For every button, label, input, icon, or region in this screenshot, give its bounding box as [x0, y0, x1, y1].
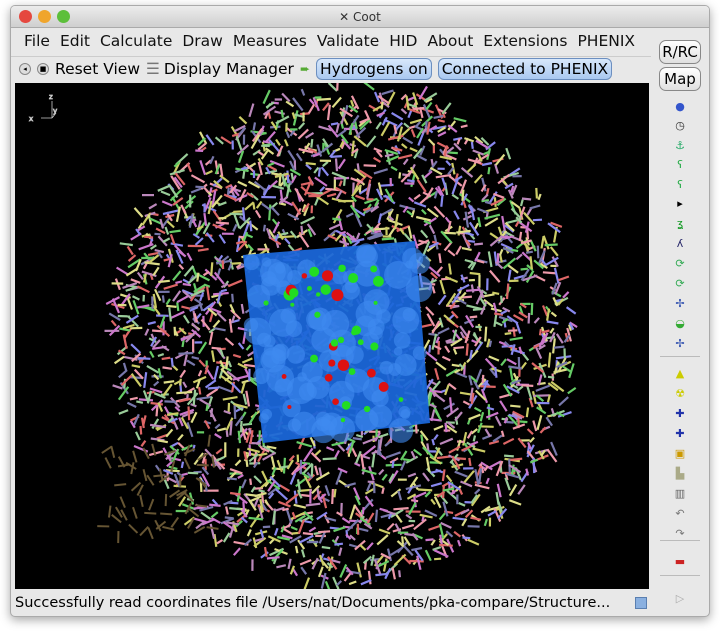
- menu-calculate[interactable]: Calculate: [99, 32, 173, 50]
- clock-icon[interactable]: ◷: [675, 119, 685, 132]
- torsion-icon[interactable]: ⚓: [675, 139, 685, 152]
- menu-extensions[interactable]: Extensions: [483, 32, 568, 50]
- menu-measures[interactable]: Measures: [232, 32, 307, 50]
- refine-icon[interactable]: ⟳: [675, 277, 685, 290]
- chain-icon[interactable]: ʎ: [676, 237, 684, 250]
- toolbar-separator: [660, 356, 700, 357]
- menu-validate[interactable]: Validate: [316, 32, 380, 50]
- add-terminal-icon[interactable]: ✚: [675, 407, 685, 420]
- radiation-icon[interactable]: ☢: [675, 387, 685, 400]
- regularize-icon[interactable]: ⟳: [675, 257, 685, 270]
- menu-bar: File Edit Calculate Draw Measures Valida…: [11, 28, 640, 54]
- map-button[interactable]: Map: [659, 67, 701, 91]
- back-icon[interactable]: ◂: [19, 62, 31, 75]
- toolbar: ◂ ■ Reset View ☰ Display Manager ➨ Hydrog…: [11, 56, 651, 80]
- menu-edit[interactable]: Edit: [59, 32, 90, 50]
- molecule-view[interactable]: x y z: [15, 77, 649, 591]
- display-manager-button[interactable]: ☰ Display Manager: [146, 59, 294, 78]
- play-icon[interactable]: ▷: [675, 592, 685, 605]
- rotamer-icon[interactable]: ʕ: [677, 158, 683, 171]
- pointer-icon[interactable]: ▣: [674, 447, 686, 460]
- backbone-icon[interactable]: ✢: [675, 297, 685, 310]
- rrc-button[interactable]: R/RC: [659, 40, 701, 64]
- more-arrow-icon[interactable]: ▸: [677, 197, 683, 210]
- x11-icon: ✕: [339, 10, 350, 24]
- minimize-button[interactable]: [38, 10, 51, 23]
- phenix-connection-button[interactable]: Connected to PHENIX: [437, 57, 613, 80]
- title-bar: ✕ Coot: [11, 6, 709, 28]
- rotate-translate-icon[interactable]: ●: [675, 100, 685, 113]
- menu-about[interactable]: About: [427, 32, 474, 50]
- undo-icon[interactable]: ↶: [675, 507, 685, 520]
- menu-hid[interactable]: HID: [389, 32, 418, 50]
- coot-window: ✕ Coot File Edit Calculate Draw Measures…: [10, 5, 710, 617]
- chiral-icon[interactable]: ✢: [675, 337, 685, 350]
- window-title: Coot: [353, 10, 381, 24]
- toolbar-separator: [660, 540, 700, 541]
- sidechain-icon[interactable]: ʓ: [676, 217, 684, 230]
- toolbar-separator: [660, 575, 700, 576]
- electron-density-map: [243, 241, 433, 444]
- flip-peptide-icon[interactable]: ʕ: [677, 178, 683, 191]
- axis-x-label: x: [29, 115, 33, 123]
- add-alt-conf-icon[interactable]: ✚: [675, 427, 685, 440]
- menu-draw[interactable]: Draw: [182, 32, 223, 50]
- side-toolbar: R/RC Map ● ◷ ⚓ ʕ ʕ ▸ ʓ ʎ ⟳ ⟳ ✢ ◒ ✢ ▲ ☢ ✚ ✚ ▣ ▙ ▥ ↶ ↷ ▬ ▷: [656, 40, 706, 610]
- 3d-viewport[interactable]: x y z: [15, 77, 649, 591]
- close-button[interactable]: [19, 10, 32, 23]
- rigid-body-icon[interactable]: ▙: [675, 467, 685, 480]
- stop-icon[interactable]: ■: [37, 62, 49, 75]
- status-indicator-icon: [635, 597, 647, 609]
- flag-icon[interactable]: ▬: [674, 555, 686, 568]
- menu-phenix[interactable]: PHENIX: [577, 32, 636, 50]
- display-manager-icon: ☰: [146, 59, 160, 78]
- axis-y-label: y: [53, 107, 57, 115]
- reset-view-button[interactable]: Reset View: [55, 59, 141, 78]
- menu-file[interactable]: File: [24, 32, 50, 50]
- hydrogens-toggle[interactable]: Hydrogens on: [316, 57, 432, 80]
- delete-icon[interactable]: ▥: [674, 487, 686, 500]
- zoom-button[interactable]: [57, 10, 70, 23]
- add-atom-icon[interactable]: ▲: [675, 367, 685, 380]
- arrow-icon: ➨: [299, 61, 310, 76]
- side-by-side-icon[interactable]: ◒: [675, 317, 685, 330]
- axis-z-label: z: [49, 93, 53, 101]
- status-bar: Successfully read coordinates file /User…: [15, 595, 611, 611]
- axes-indicator: x y z: [29, 93, 58, 124]
- redo-icon[interactable]: ↷: [675, 527, 685, 540]
